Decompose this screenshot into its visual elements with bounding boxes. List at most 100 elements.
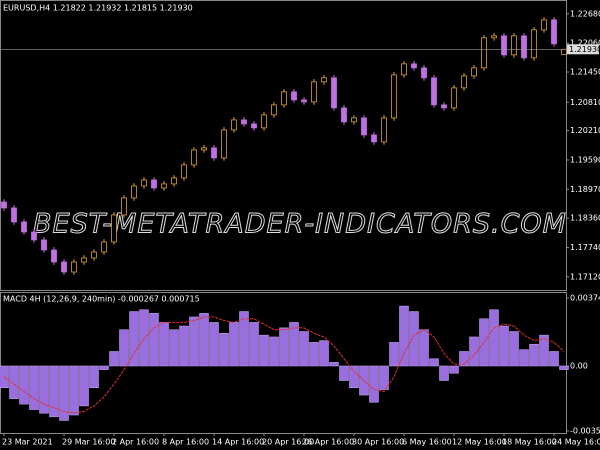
candle-body: [181, 164, 187, 179]
macd-bar: [279, 327, 289, 367]
macd-bar: [229, 322, 239, 367]
candle-body: [211, 147, 217, 159]
macd-bar: [519, 349, 529, 367]
macd-bar: [479, 318, 489, 367]
candle-body: [131, 185, 137, 199]
macd-bar: [49, 365, 59, 418]
chart-title: EURUSD,H4 1.21822 1.21932 1.21815 1.2193…: [3, 4, 193, 13]
main-panel: [0, 0, 567, 291]
candle-body: [321, 77, 327, 83]
macd-bar: [209, 322, 219, 367]
macd-bar: [219, 333, 229, 367]
x-tick-label: 24 May 16:00: [552, 438, 600, 447]
y-tick-label: 1.22060: [570, 39, 600, 48]
candle-body: [361, 117, 367, 136]
y-tick-label: 1.18970: [570, 185, 600, 194]
candle-body: [291, 91, 297, 101]
macd-bar: [269, 336, 279, 367]
y-tick-label: 1.20810: [570, 98, 600, 107]
macd-bar: [239, 311, 249, 367]
candle-body: [371, 134, 377, 143]
candle-body: [461, 75, 467, 89]
candle-body: [241, 119, 247, 125]
x-tick-label: 29 Mar 16:00: [62, 438, 115, 447]
candle-body: [141, 179, 147, 187]
candle-body: [41, 239, 47, 251]
macd-bar: [499, 325, 509, 367]
macd-bar: [319, 340, 329, 367]
candle-body: [81, 257, 87, 263]
macd-bar: [29, 365, 39, 410]
candle-body: [551, 19, 557, 45]
candle-body: [231, 119, 237, 131]
candle-body: [31, 231, 37, 241]
macd-panel: [0, 292, 567, 434]
macd-bar: [199, 313, 209, 367]
signal-line: [3, 316, 565, 414]
candle-body: [281, 91, 287, 106]
macd-bar: [379, 365, 389, 390]
y-tick-label: 1.17120: [570, 272, 600, 281]
candle-body: [151, 179, 157, 189]
macd-bar: [449, 365, 459, 374]
y-tick-label: 0.003747: [570, 293, 600, 302]
macd-bar: [59, 365, 69, 421]
x-tick-label: 20 Apr 16:00: [262, 438, 314, 447]
candle-body: [61, 261, 67, 273]
macd-bar: [149, 313, 159, 367]
x-tick-label: 2 Apr 16:00: [112, 438, 159, 447]
y-tick-label: 1.18360: [570, 214, 600, 223]
macd-bar: [309, 342, 319, 367]
candle-body: [451, 87, 457, 109]
x-tick-label: 18 May 16:00: [502, 438, 557, 447]
candle-body: [101, 241, 107, 253]
candle-body: [531, 29, 537, 59]
candle-body: [261, 114, 267, 129]
candle-body: [381, 117, 387, 143]
y-tick-label: 0.00: [570, 361, 588, 370]
macd-bar: [79, 365, 89, 407]
candle-body: [251, 123, 257, 129]
macd-bar: [469, 336, 479, 367]
candle-body: [301, 99, 307, 103]
x-tick-label: 12 May 16:00: [452, 438, 507, 447]
macd-bar: [509, 331, 519, 367]
macd-bar: [99, 365, 109, 370]
candle-body: [1, 201, 7, 209]
y-tick-label: 1.20210: [570, 126, 600, 135]
candle-body: [111, 214, 117, 243]
macd-bar: [489, 309, 499, 367]
candle-body: [561, 48, 567, 55]
candle-body: [51, 249, 57, 263]
candle-body: [21, 221, 27, 233]
macd-bar: [439, 365, 449, 381]
x-tick-label: 23 Mar 2021: [2, 438, 53, 447]
candle-body: [401, 63, 407, 76]
macd-bar: [459, 351, 469, 367]
macd-bar: [409, 311, 419, 367]
macd-bar: [19, 365, 29, 405]
candle-body: [471, 67, 477, 77]
macd-bar: [329, 362, 339, 367]
y-tick-label: 1.22680: [570, 9, 600, 18]
macd-bar: [339, 365, 349, 381]
macd-bar: [259, 334, 269, 367]
macd-bar: [559, 365, 569, 370]
x-tick-label: 14 Apr 16:00: [212, 438, 264, 447]
candle-body: [541, 19, 547, 31]
candle-body: [411, 63, 417, 69]
x-tick-label: 30 Apr 16:00: [352, 438, 404, 447]
macd-bar: [9, 365, 19, 399]
candle-body: [391, 74, 397, 119]
candle-body: [311, 81, 317, 103]
macd-bar: [299, 331, 309, 367]
macd-bar: [249, 322, 259, 367]
candle-body: [481, 37, 487, 69]
candle-body: [201, 147, 207, 151]
candle-body: [441, 104, 447, 109]
candle-body: [331, 77, 337, 109]
macd-bar: [139, 309, 149, 367]
x-tick-label: 6 May 16:00: [402, 438, 452, 447]
candle-body: [421, 67, 427, 79]
candle-body: [521, 35, 527, 59]
